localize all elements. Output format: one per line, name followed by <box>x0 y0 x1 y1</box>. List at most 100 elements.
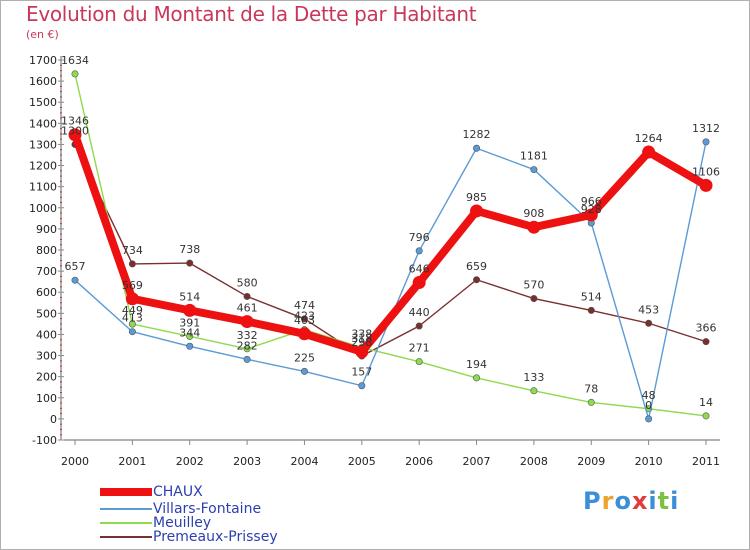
y-tick-label: 1100 <box>29 181 57 194</box>
data-label: 657 <box>65 260 86 273</box>
y-tick-label: 300 <box>36 350 57 363</box>
data-label: 366 <box>696 322 717 335</box>
y-tick-label: 1200 <box>29 160 57 173</box>
y-tick-label: 1400 <box>29 117 57 130</box>
data-label: 569 <box>122 279 143 292</box>
data-label: 338 <box>351 328 372 341</box>
x-tick-label: 2006 <box>405 455 433 468</box>
data-label: 194 <box>466 358 487 371</box>
data-label: 461 <box>237 302 258 315</box>
data-point <box>702 138 710 146</box>
data-label: 423 <box>294 310 315 323</box>
data-label: 344 <box>179 326 200 339</box>
data-label: 440 <box>409 306 430 319</box>
data-point <box>186 342 194 350</box>
data-label: 282 <box>237 339 258 352</box>
data-label: 133 <box>523 371 544 384</box>
data-point <box>128 320 136 328</box>
x-tick-label: 2003 <box>233 455 261 468</box>
x-tick-label: 2011 <box>692 455 720 468</box>
data-point <box>530 295 538 303</box>
legend-label: Meuilley <box>153 515 212 531</box>
data-point <box>473 276 481 284</box>
chart-title: Evolution du Montant de la Dette par Hab… <box>26 2 477 26</box>
series-line <box>74 143 707 357</box>
series-line <box>74 73 707 417</box>
y-tick-label: 1000 <box>29 202 57 215</box>
x-tick-label: 2005 <box>348 455 376 468</box>
data-label: 734 <box>122 244 143 257</box>
data-label: 48 <box>642 389 656 402</box>
data-point <box>128 260 136 268</box>
data-point <box>183 303 197 317</box>
data-point <box>186 259 194 267</box>
data-label: 1106 <box>692 165 720 178</box>
data-point <box>530 166 538 174</box>
data-point <box>243 355 251 363</box>
data-label: 271 <box>409 342 430 355</box>
data-label: 570 <box>523 279 544 292</box>
x-tick-label: 2009 <box>577 455 605 468</box>
data-point <box>71 276 79 284</box>
y-tick-label: 1600 <box>29 75 57 88</box>
logo-letter: r <box>601 487 615 515</box>
y-tick-label: 1500 <box>29 96 57 109</box>
data-point <box>186 332 194 340</box>
y-tick-label: 900 <box>36 223 57 236</box>
data-label: 318 <box>351 332 372 345</box>
data-label: 659 <box>466 260 487 273</box>
x-tick-label: 2000 <box>61 455 89 468</box>
y-tick-label: -100 <box>32 434 57 447</box>
data-label: 1312 <box>692 122 720 135</box>
series-line <box>71 130 710 356</box>
data-label: 449 <box>122 304 143 317</box>
x-tick-label: 2008 <box>520 455 548 468</box>
data-label: 1282 <box>463 128 491 141</box>
logo-letter: i <box>670 487 680 515</box>
y-tick-label: 100 <box>36 392 57 405</box>
data-label: 332 <box>237 329 258 342</box>
data-point <box>702 412 710 420</box>
data-label: 514 <box>581 290 602 303</box>
y-tick-label: 0 <box>50 413 57 426</box>
data-point <box>645 415 653 423</box>
legend-label: CHAUX <box>153 484 203 500</box>
data-label: 796 <box>409 231 430 244</box>
data-label: 474 <box>294 299 315 312</box>
data-point <box>642 145 656 159</box>
y-tick-label: 1300 <box>29 138 57 151</box>
data-label: 1181 <box>520 150 548 163</box>
data-label: 298 <box>351 336 372 349</box>
data-point <box>355 345 369 359</box>
y-tick-label: 200 <box>36 371 57 384</box>
logo-letter: o <box>614 487 632 515</box>
y-tick-label: 700 <box>36 265 57 278</box>
data-label: 985 <box>466 191 487 204</box>
data-point <box>125 292 139 306</box>
chart-unit-label: (en €) <box>26 28 59 41</box>
data-label: 453 <box>638 303 659 316</box>
data-label: 403 <box>294 314 315 327</box>
data-point <box>358 382 366 390</box>
logo-letter: x <box>631 487 649 515</box>
logo-letter: i <box>648 487 658 515</box>
data-point <box>243 292 251 300</box>
x-tick-label: 2007 <box>463 455 491 468</box>
legend-swatch <box>100 488 152 496</box>
series-line <box>74 141 707 420</box>
data-point <box>297 327 311 341</box>
x-tick-label: 2001 <box>118 455 146 468</box>
data-point <box>71 70 79 78</box>
data-point <box>473 374 481 382</box>
x-tick-label: 2002 <box>176 455 204 468</box>
data-point <box>243 345 251 353</box>
data-point <box>587 306 595 314</box>
y-tick-label: 400 <box>36 328 57 341</box>
data-label: 1264 <box>635 132 663 145</box>
data-label: 157 <box>351 366 372 379</box>
data-label: 1300 <box>61 124 89 137</box>
proxiti-logo: Proxiti <box>583 487 679 515</box>
data-label: 0 <box>645 399 652 412</box>
y-tick-label: 1700 <box>29 54 57 67</box>
